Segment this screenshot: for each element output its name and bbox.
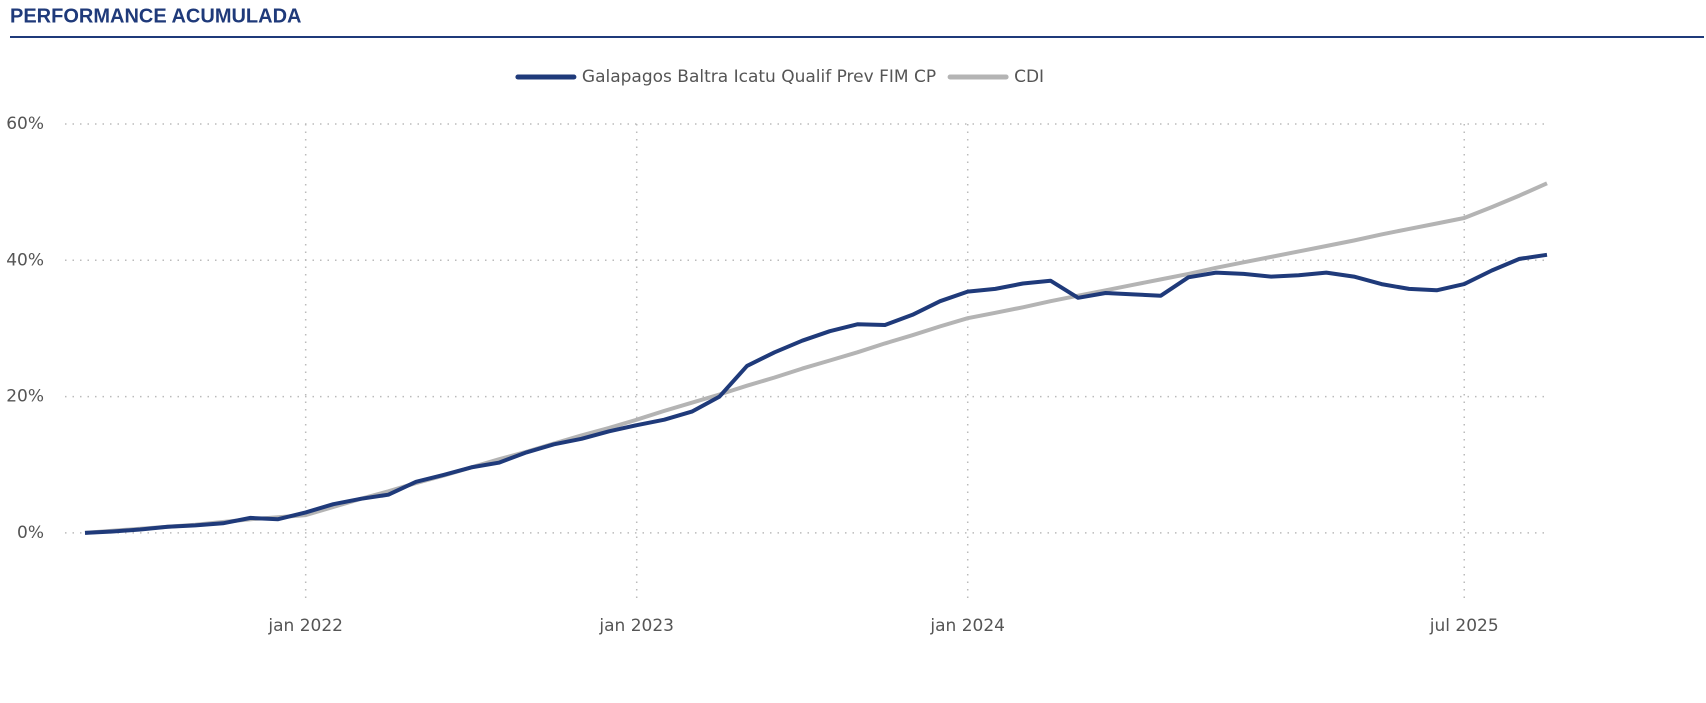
y-tick-label: 40% (6, 250, 44, 270)
x-tick-label: jan 2023 (598, 616, 674, 636)
y-tick-label: 20% (6, 387, 44, 407)
x-tick-label: jul 2025 (1429, 616, 1499, 636)
x-tick-label: jan 2024 (929, 616, 1005, 636)
series-line (84, 252, 1548, 535)
x-tick-label: jan 2022 (267, 616, 343, 636)
series-line (84, 181, 1548, 535)
legend-label: CDI (1014, 67, 1044, 87)
y-tick-label: 0% (17, 523, 44, 543)
chart-title: PERFORMANCE ACUMULADA (10, 5, 301, 27)
legend-label: Galapagos Baltra Icatu Qualif Prev FIM C… (582, 67, 936, 87)
y-tick-label: 60% (6, 114, 44, 134)
